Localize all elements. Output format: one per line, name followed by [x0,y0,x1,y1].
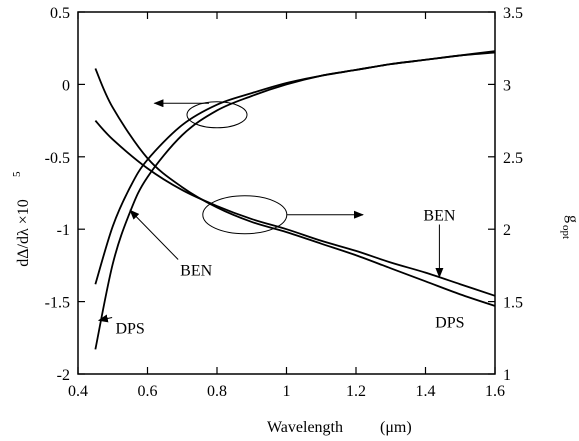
x-tick-label: 1.2 [346,383,366,400]
y-left-tick-label: 0 [62,77,70,94]
series-label-arrow-1 [97,314,113,323]
series-line-ben-left [94,51,496,285]
x-tick-label: 1 [283,383,291,400]
annotation-ellipse-left [186,101,248,129]
series-line-dps-right [94,68,496,307]
y-left-axis-title: dΔ/dλ ×10 [15,199,32,267]
series-label-dps-3: DPS [435,315,464,332]
series-line-dps-left [94,50,496,350]
y-left-tick-label: 0.5 [50,5,70,22]
y-right-tick-label: 1.5 [503,295,523,312]
y-left-tick-label: -2 [57,367,70,384]
y-right-tick-label: 2.5 [503,150,523,167]
y-left-axis-exponent: 5 [11,171,23,177]
y-left-tick-label: -1 [57,222,70,239]
y-right-tick-label: 3.5 [503,5,523,22]
y-left-tick-label: -0.5 [45,150,70,167]
y-right-tick-label: 3 [503,77,511,94]
series-label-ben-0: BEN [180,263,212,280]
x-tick-label: 0.6 [138,383,158,400]
x-axis-title: Wavelength [267,419,343,436]
series-label-dps-1: DPS [115,320,144,337]
y-right-axis-subscript: opt [560,225,572,239]
x-tick-label: 1.6 [485,383,505,400]
y-right-tick-label: 1 [503,367,511,384]
series-label-ben-2: BEN [423,208,455,225]
x-tick-label: 0.4 [68,383,88,400]
x-tick-label: 0.8 [207,383,227,400]
y-right-axis-title: g [564,215,579,223]
y-left-tick-label: -1.5 [45,295,70,312]
y-right-tick-label: 2 [503,222,511,239]
series-label-arrow-0 [129,209,179,260]
series-line-ben-right [94,119,496,297]
x-tick-label: 1.4 [416,383,436,400]
annotation-ellipse-right [202,195,288,235]
x-axis-unit: (μm) [380,419,412,436]
